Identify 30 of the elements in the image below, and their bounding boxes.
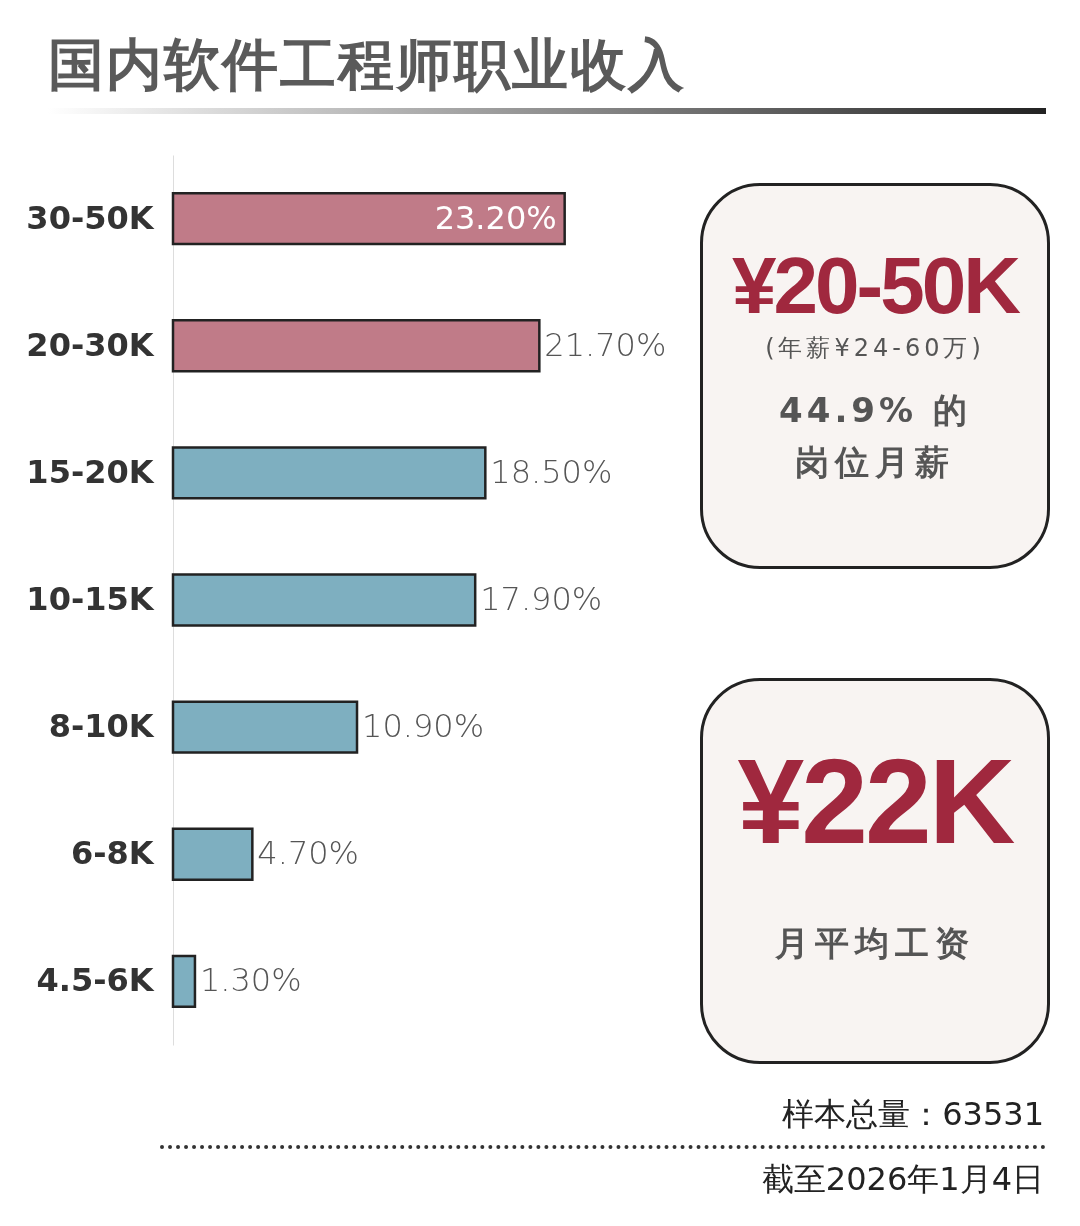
text: 岗位月薪 <box>794 441 956 484</box>
y-tick-label: 6-8K <box>70 834 155 873</box>
text: 样本总量：63531 <box>782 1094 1044 1135</box>
bar <box>171 954 197 1009</box>
bar <box>171 700 359 754</box>
data-label: 23.20% <box>434 198 557 237</box>
bar <box>171 319 541 373</box>
data-label: 10.90% <box>362 707 485 746</box>
text: (年薪¥24-60万) <box>764 333 986 364</box>
data-label: 21.70% <box>544 325 667 364</box>
bar <box>171 191 566 246</box>
y-tick-label: 10-15K <box>26 580 155 618</box>
y-tick-label: 4.5-6K <box>36 961 155 1000</box>
y-tick-label: 30-50K <box>26 198 155 237</box>
chart-title: 国内软件工程师职业收入 <box>48 31 686 99</box>
y-tick-label: 8-10K <box>48 707 155 746</box>
data-label: 18.50% <box>490 452 613 491</box>
text: 44.9% 的 <box>778 389 972 432</box>
text: ¥22K <box>736 734 1014 868</box>
data-label: 4.70% <box>257 834 359 873</box>
bar <box>171 446 487 500</box>
text: 月平均工资 <box>774 922 976 965</box>
text: 截至2026年1月4日 <box>761 1159 1044 1200</box>
text: ¥20-50K <box>731 241 1020 330</box>
y-tick-label: 15-20K <box>26 452 155 491</box>
data-label: 1.30% <box>199 961 302 1000</box>
data-label: 17.90% <box>480 580 603 618</box>
bar <box>171 827 254 881</box>
bar <box>171 573 477 627</box>
y-tick-label: 20-30K <box>26 325 155 364</box>
